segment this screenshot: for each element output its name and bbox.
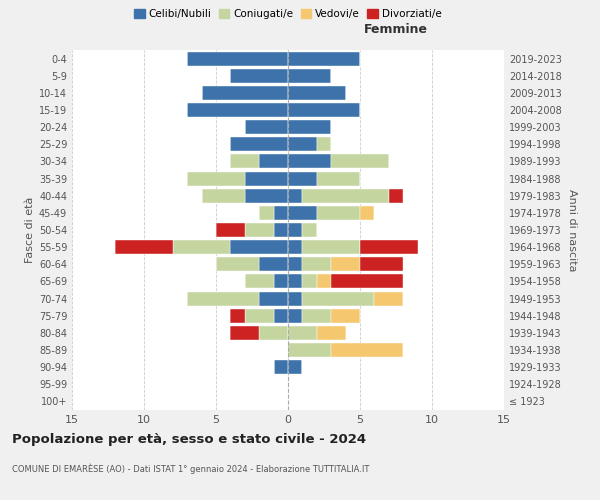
Bar bbox=[274, 274, 288, 288]
Bar bbox=[274, 360, 288, 374]
Bar bbox=[288, 292, 302, 306]
Bar bbox=[216, 258, 259, 272]
Bar bbox=[173, 240, 230, 254]
Bar bbox=[302, 274, 317, 288]
Bar bbox=[274, 308, 288, 322]
Bar bbox=[288, 206, 317, 220]
Bar bbox=[317, 138, 331, 151]
Bar bbox=[288, 68, 331, 82]
Bar bbox=[288, 86, 346, 100]
Bar bbox=[230, 240, 288, 254]
Bar bbox=[216, 223, 245, 237]
Bar bbox=[302, 308, 331, 322]
Bar bbox=[230, 308, 245, 322]
Bar bbox=[259, 154, 288, 168]
Bar bbox=[288, 138, 317, 151]
Bar bbox=[331, 274, 403, 288]
Bar bbox=[302, 292, 374, 306]
Bar bbox=[374, 292, 403, 306]
Bar bbox=[302, 258, 331, 272]
Y-axis label: Anni di nascita: Anni di nascita bbox=[567, 188, 577, 271]
Bar bbox=[288, 258, 302, 272]
Bar bbox=[187, 292, 259, 306]
Bar bbox=[187, 52, 288, 66]
Bar bbox=[245, 172, 288, 185]
Bar bbox=[288, 103, 360, 117]
Bar bbox=[288, 120, 331, 134]
Bar bbox=[288, 274, 302, 288]
Bar bbox=[230, 138, 288, 151]
Bar bbox=[259, 258, 288, 272]
Bar bbox=[288, 308, 302, 322]
Bar bbox=[317, 206, 360, 220]
Bar bbox=[331, 258, 360, 272]
Bar bbox=[187, 172, 245, 185]
Bar bbox=[245, 274, 274, 288]
Bar bbox=[288, 172, 317, 185]
Bar bbox=[245, 308, 274, 322]
Bar bbox=[288, 343, 331, 357]
Bar bbox=[245, 120, 288, 134]
Bar bbox=[230, 326, 259, 340]
Bar bbox=[288, 52, 360, 66]
Bar bbox=[115, 240, 173, 254]
Text: COMUNE DI EMARÈSE (AO) - Dati ISTAT 1° gennaio 2024 - Elaborazione TUTTITALIA.IT: COMUNE DI EMARÈSE (AO) - Dati ISTAT 1° g… bbox=[12, 464, 370, 474]
Bar bbox=[187, 103, 288, 117]
Bar bbox=[288, 188, 302, 202]
Bar bbox=[202, 86, 288, 100]
Bar bbox=[230, 68, 288, 82]
Bar bbox=[331, 343, 403, 357]
Bar bbox=[360, 258, 403, 272]
Bar bbox=[259, 206, 274, 220]
Bar bbox=[288, 326, 317, 340]
Bar bbox=[288, 240, 302, 254]
Bar bbox=[302, 240, 360, 254]
Bar bbox=[360, 206, 374, 220]
Bar bbox=[360, 240, 418, 254]
Text: Popolazione per età, sesso e stato civile - 2024: Popolazione per età, sesso e stato civil… bbox=[12, 432, 366, 446]
Y-axis label: Fasce di età: Fasce di età bbox=[25, 197, 35, 263]
Bar bbox=[288, 223, 302, 237]
Bar bbox=[274, 223, 288, 237]
Bar bbox=[302, 188, 389, 202]
Bar bbox=[259, 292, 288, 306]
Bar bbox=[389, 188, 403, 202]
Legend: Celibi/Nubili, Coniugati/e, Vedovi/e, Divorziati/e: Celibi/Nubili, Coniugati/e, Vedovi/e, Di… bbox=[130, 5, 446, 24]
Bar bbox=[245, 223, 274, 237]
Bar bbox=[230, 154, 259, 168]
Text: Femmine: Femmine bbox=[364, 22, 428, 36]
Bar bbox=[288, 154, 331, 168]
Bar bbox=[288, 360, 302, 374]
Bar bbox=[317, 274, 331, 288]
Bar bbox=[331, 308, 360, 322]
Bar bbox=[274, 206, 288, 220]
Bar bbox=[331, 154, 389, 168]
Bar bbox=[202, 188, 245, 202]
Bar bbox=[317, 172, 360, 185]
Bar bbox=[259, 326, 288, 340]
Bar bbox=[245, 188, 288, 202]
Bar bbox=[302, 223, 317, 237]
Bar bbox=[317, 326, 346, 340]
